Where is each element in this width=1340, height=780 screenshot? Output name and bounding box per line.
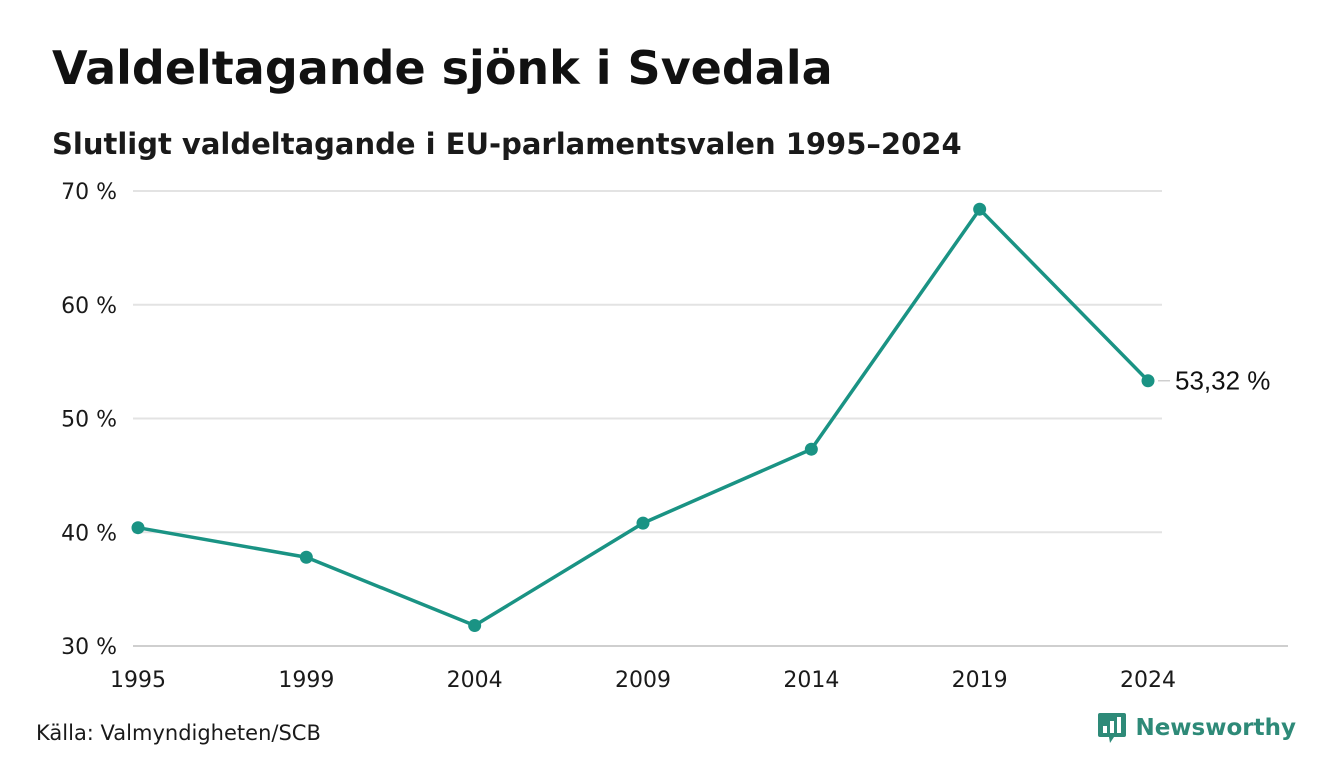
data-point	[131, 521, 145, 535]
y-tick-label: 50 %	[61, 408, 117, 433]
end-label-group: 53,32 %	[1158, 366, 1270, 396]
x-tick-label: 2024	[1120, 668, 1176, 693]
gridlines	[133, 190, 1288, 647]
data-point	[973, 202, 987, 216]
data-point	[804, 442, 818, 456]
x-tick-label: 1999	[278, 668, 334, 693]
end-value-label: 53,32 %	[1175, 366, 1270, 396]
brand-name: Newsworthy	[1135, 715, 1296, 741]
y-tick-label: 30 %	[61, 635, 117, 660]
data-point	[299, 550, 313, 564]
x-tick-label: 2009	[615, 668, 671, 693]
x-tick-label: 2014	[783, 668, 839, 693]
series-group	[131, 202, 1155, 633]
y-tick-label: 40 %	[61, 521, 117, 546]
brand-logo: Newsworthy	[1097, 712, 1296, 744]
chart-bubble-icon	[1098, 713, 1127, 743]
x-tick-label: 2019	[952, 668, 1008, 693]
y-tick-label: 70 %	[61, 180, 117, 205]
y-axis-ticks: 30 % 40 % 50 % 60 % 70 %	[61, 180, 117, 660]
y-tick-label: 60 %	[61, 294, 117, 319]
chart-title: Valdeltagande sjönk i Svedala	[52, 41, 833, 95]
x-axis-ticks: 1995 1999 2004 2009 2014 2019 2024	[110, 668, 1176, 693]
data-point	[1141, 374, 1155, 388]
chart-subtitle: Slutligt valdeltagande i EU-parlamentsva…	[52, 127, 962, 161]
series-line	[136, 207, 1150, 628]
source-note: Källa: Valmyndigheten/SCB	[36, 721, 321, 745]
data-point	[636, 516, 650, 530]
data-point	[468, 619, 482, 633]
x-tick-label: 1995	[110, 668, 166, 693]
x-tick-label: 2004	[447, 668, 503, 693]
